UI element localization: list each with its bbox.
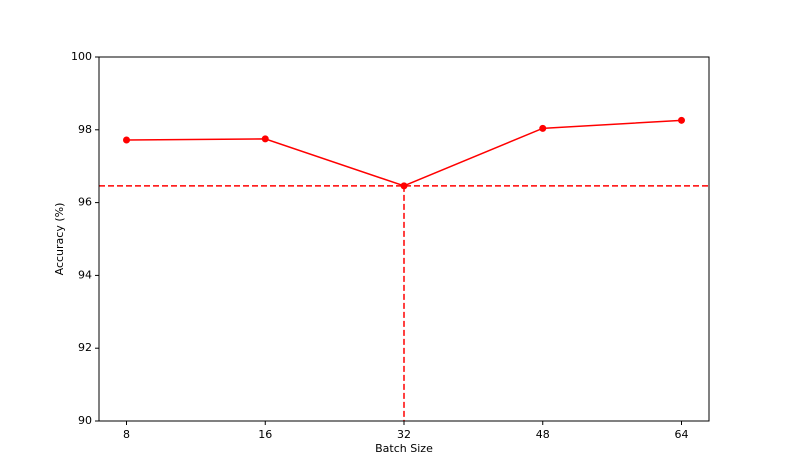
y-tick-label: 98	[78, 123, 92, 136]
y-tick-label: 94	[78, 268, 92, 281]
point	[400, 182, 408, 190]
point	[539, 124, 547, 132]
y-tick-label: 100	[71, 50, 92, 63]
y-tick-label: 90	[78, 414, 92, 427]
point	[678, 116, 685, 124]
x-tick-label: 64	[675, 428, 689, 441]
x-tick-label: 48	[536, 428, 550, 441]
x-axis-label: Batch Size	[375, 442, 433, 455]
y-tick-label: 92	[78, 341, 92, 354]
y-axis-label: Accuracy (%)	[53, 203, 66, 276]
x-tick-label: 32	[397, 428, 411, 441]
x-tick-label: 16	[258, 428, 272, 441]
point	[123, 136, 130, 144]
y-tick-label: 96	[78, 196, 92, 209]
plot-frame	[98, 56, 710, 422]
point	[261, 135, 269, 143]
line	[126, 119, 682, 187]
x-tick-label: 8	[123, 428, 130, 441]
